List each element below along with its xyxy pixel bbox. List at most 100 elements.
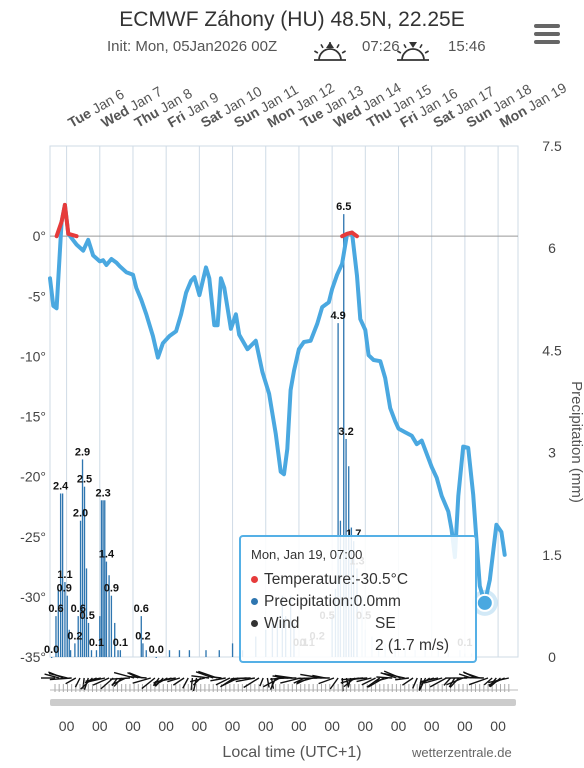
precipitation-value-label: 1.4	[99, 549, 115, 561]
precipitation-bar	[77, 616, 79, 657]
x-tick-label: 00	[291, 718, 307, 734]
tooltip-temperature: Temperature:-30.5°C	[251, 571, 408, 589]
x-tick-label: 00	[258, 718, 274, 734]
temperature-above-zero	[54, 202, 359, 239]
wind-barb	[92, 677, 110, 686]
wind-barb	[235, 677, 255, 683]
wind-barb	[376, 676, 393, 679]
wind-barb	[483, 677, 493, 686]
precipitation-bar	[104, 500, 106, 657]
y-right-tick-label: 0	[548, 649, 556, 665]
wind-barb	[87, 677, 106, 683]
x-tick-label: 00	[192, 718, 208, 734]
wind-barb	[207, 675, 222, 679]
tooltip-wind-label: Wind	[251, 615, 299, 633]
wind-barb	[191, 675, 210, 679]
precipitation-value-label: 0.2	[67, 630, 82, 642]
x-tick-label: 00	[490, 718, 506, 734]
precipitation-bar	[102, 500, 104, 657]
y-left-tick-label: -25°	[20, 529, 46, 545]
precipitation-value-label: 2.4	[53, 480, 69, 492]
wind-barb	[65, 677, 77, 685]
temperature-series-line	[48, 202, 507, 605]
precipitation-value-label: 2.0	[73, 508, 88, 520]
precipitation-value-label: 4.9	[330, 310, 345, 322]
x-tick-label: 00	[358, 718, 374, 734]
y-left-tick-label: 0°	[33, 228, 46, 244]
precipitation-value-label: 0.6	[71, 603, 86, 615]
wind-barb	[48, 672, 68, 679]
wind-barb	[488, 677, 509, 684]
y-left-tick-label: -15°	[20, 409, 46, 425]
precipitation-bar	[57, 588, 59, 657]
wind-barb	[182, 677, 189, 689]
wind-barb	[402, 677, 414, 686]
precipitation-bar	[79, 520, 82, 657]
precipitation-bar	[108, 575, 110, 657]
chart-title: ECMWF Záhony (HU) 48.5N, 22.25E	[119, 8, 465, 31]
y-left-tick-label: -10°	[20, 348, 46, 364]
x-tick-label: 00	[125, 718, 141, 734]
wind-barb	[44, 673, 60, 679]
precipitation-bar	[81, 459, 84, 657]
y-right-tick-label: 3	[548, 445, 556, 461]
sun-icon	[397, 42, 429, 61]
wind-barb	[463, 672, 480, 679]
wind-barb	[270, 677, 275, 689]
precipitation-bar	[55, 616, 57, 657]
wind-barb	[446, 677, 464, 686]
precipitation-value-label: 0.9	[104, 583, 119, 595]
precipitation-bar	[105, 561, 108, 657]
data-tooltip: Mon, Jan 19, 07:00 Temperature:-30.5°C P…	[239, 535, 477, 663]
wind-barb	[266, 677, 270, 688]
precipitation-value-label: 0.6	[134, 603, 149, 615]
wind-barb	[361, 677, 376, 686]
precipitation-bar	[74, 643, 76, 657]
wind-barb	[190, 677, 194, 691]
wind-barb	[412, 677, 418, 689]
wind-barb	[172, 677, 185, 686]
sun-icon	[314, 42, 346, 61]
precipitation-bar	[142, 643, 144, 657]
wind-barb	[85, 677, 101, 682]
wind-barb	[443, 677, 452, 686]
wind-barb	[488, 677, 497, 688]
precipitation-bar	[50, 657, 53, 658]
wind-barb	[420, 677, 439, 683]
scrollbar[interactable]	[50, 699, 516, 706]
precipitation-value-label: 0.1	[113, 637, 128, 649]
wind-barb	[243, 677, 260, 689]
wind-barb	[215, 677, 231, 686]
precipitation-bar	[145, 650, 147, 657]
init-time: Init: Mon, 05Jan2026 00Z	[107, 38, 278, 55]
precipitation-value-label: 1.1	[57, 569, 72, 581]
wind-barb	[154, 677, 176, 683]
y-right-axis-label: Precipitation (mm)	[568, 381, 584, 503]
precipitation-value-label: 6.5	[336, 201, 351, 213]
precipitation-value-label: 2.3	[95, 487, 110, 499]
x-tick-label: 00	[391, 718, 407, 734]
y-left-tick-label: -5°	[28, 288, 46, 304]
wind-barb	[468, 677, 489, 686]
x-tick-label: 00	[59, 718, 75, 734]
precipitation-bar	[117, 650, 119, 657]
x-tick-label: 00	[324, 718, 340, 734]
precipitation-bar	[83, 486, 86, 657]
tooltip-wind-speed: 2 (1.7 m/s)	[375, 637, 450, 654]
precipitation-value-label: 2.5	[77, 474, 92, 486]
wind-barb	[318, 677, 335, 685]
y-right-tick-label: 1.5	[542, 547, 562, 563]
precipitation-bar	[231, 643, 234, 657]
precipitation-bar	[110, 595, 113, 657]
precipitation-bar	[343, 214, 345, 657]
x-axis-title: Local time (UTC+1)	[222, 744, 362, 761]
menu-icon[interactable]	[534, 24, 560, 46]
precipitation-bar	[64, 582, 66, 657]
precipitation-bar	[95, 650, 98, 657]
wind-barb	[167, 677, 181, 683]
wind-barb	[141, 677, 156, 690]
precipitation-bar	[119, 650, 122, 657]
x-tick-label: 00	[457, 718, 473, 734]
precipitation-bar	[69, 650, 72, 657]
